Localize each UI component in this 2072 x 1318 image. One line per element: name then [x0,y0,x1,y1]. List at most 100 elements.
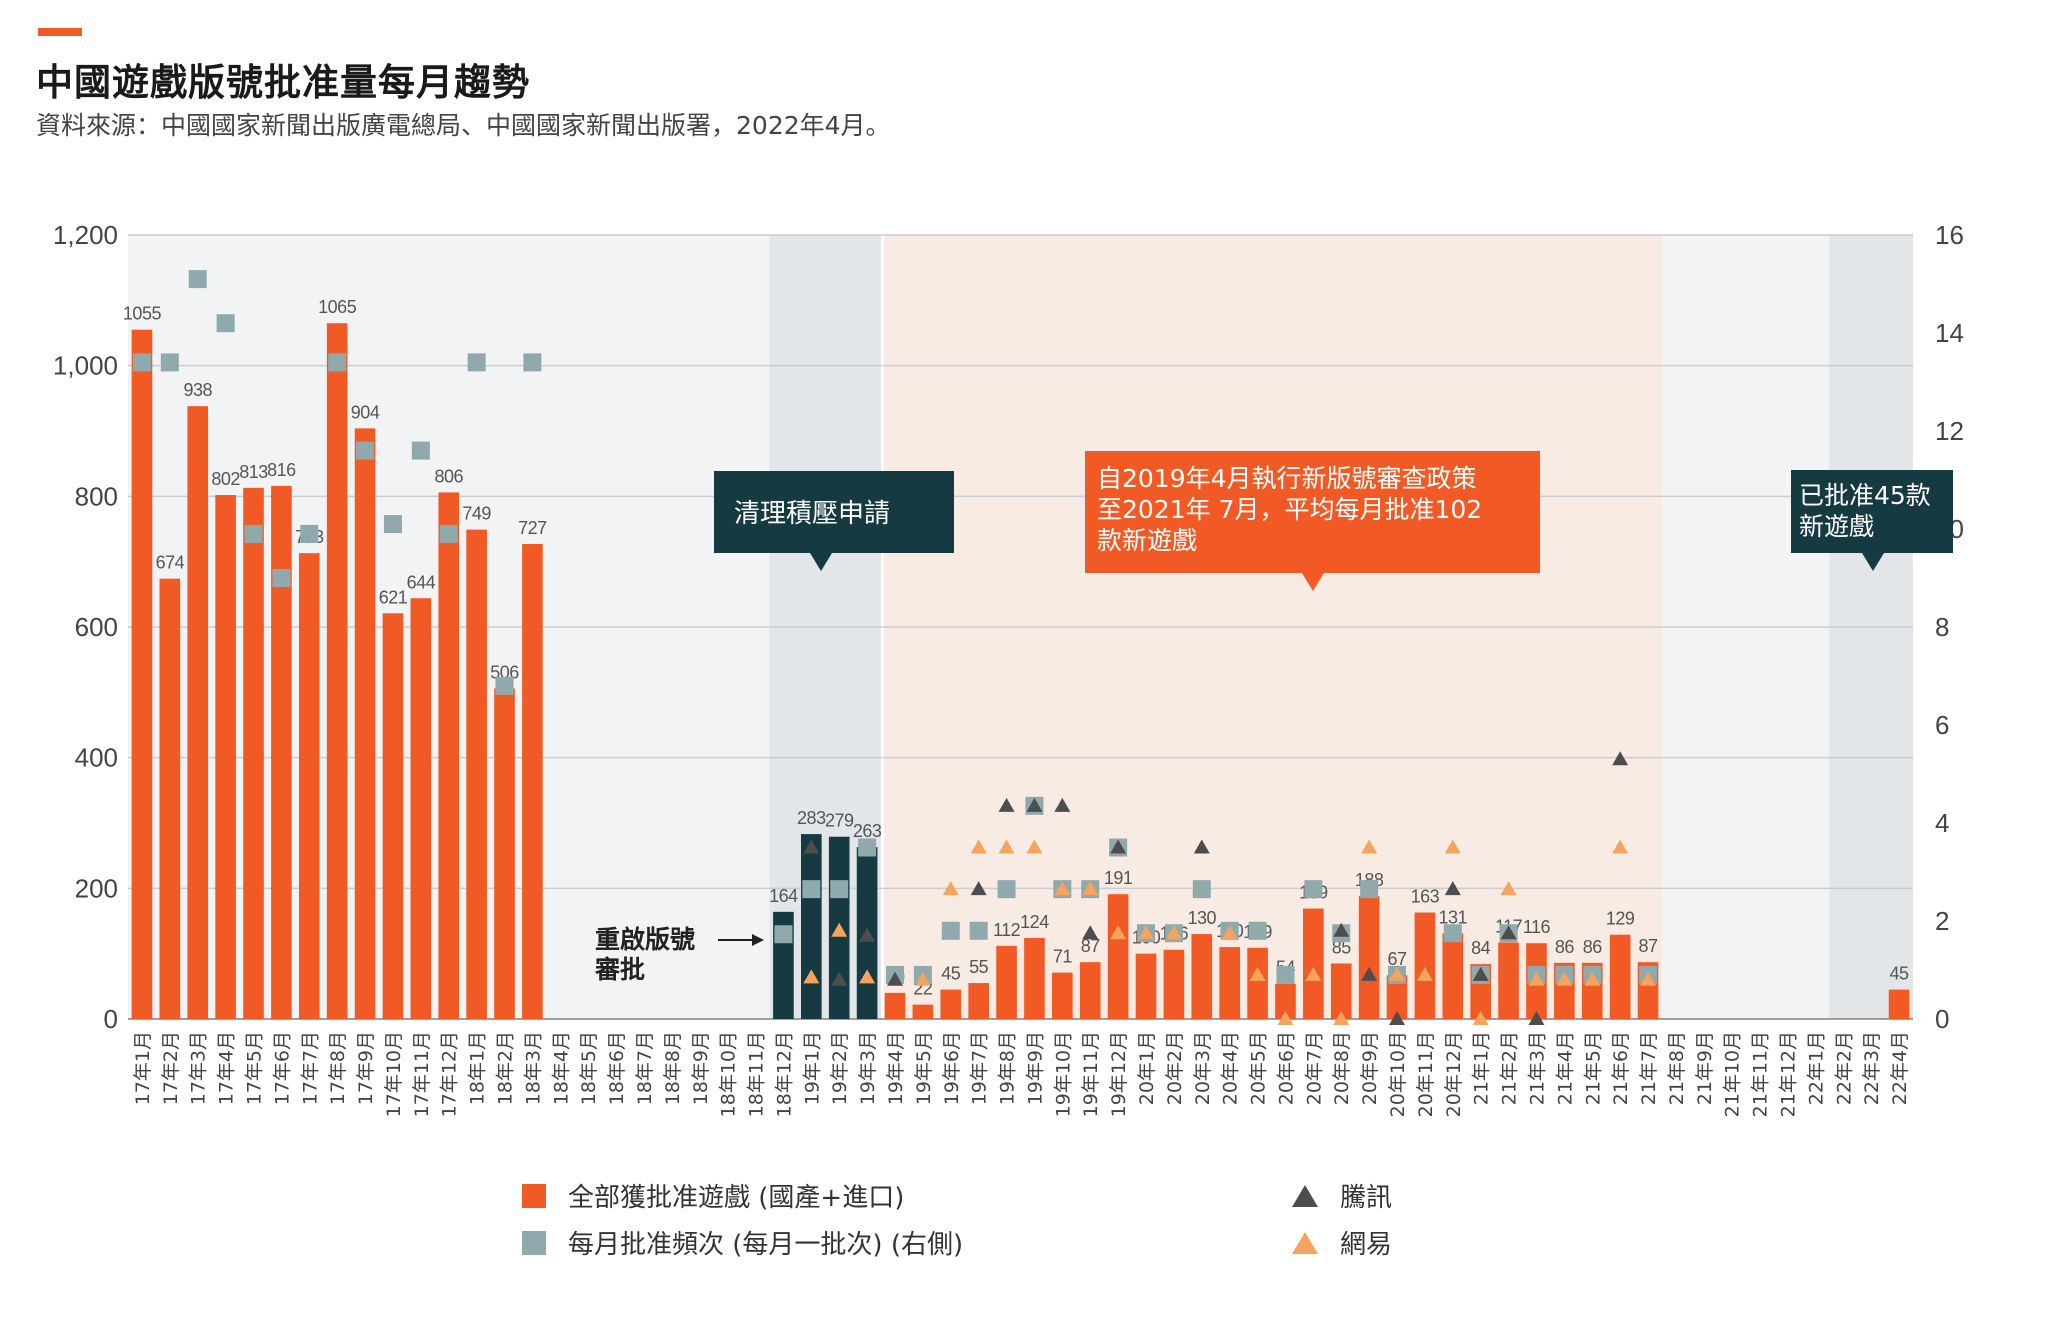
legend-tencent-label: 騰訊 [1340,1183,1393,1213]
x-axis-tick-label: 21年2月 [1499,1031,1521,1105]
x-axis-tick-label: 20年10月 [1387,1031,1409,1117]
bar-value-label: 71 [1053,947,1073,967]
right-axis-tick-label: 4 [1935,808,1949,838]
tencent-triangle-19年12月 [1110,839,1127,854]
tencent-triangle-21年2月 [1500,925,1517,940]
x-axis-tick-label: 17年9月 [355,1031,377,1105]
x-axis-tick-label: 17年4月 [216,1031,238,1105]
legend-batches: 每月批准頻次 (每月一批次) (右側) [522,1224,963,1261]
x-axis-tick-label: 18年5月 [578,1031,600,1105]
bar-19年7月 [968,983,989,1019]
bar-value-label: 727 [518,518,547,538]
x-axis-tick-label: 17年7月 [299,1031,321,1105]
netease-triangle-21年2月 [1500,881,1517,896]
bar-19年11月 [1079,962,1101,1019]
bar-17年6月 [271,485,292,1019]
bar-value-label: 116 [1523,917,1551,937]
x-axis-tick-label: 17年11月 [411,1031,433,1117]
netease-triangle-19年2月 [831,922,848,937]
right-axis-tick-label: 0 [1935,1004,1949,1034]
x-axis-tick-label: 21年6月 [1610,1031,1632,1105]
tencent-triangle-20年9月 [1361,966,1378,981]
netease-triangle-21年7月 [1640,971,1657,986]
bar-17年3月 [187,406,209,1019]
annotation-policy-line2: 至2021年 7月，平均每月批准102 [1097,495,1482,524]
netease-triangle-21年4月 [1556,971,1573,986]
legend-tencent: 騰訊 [1292,1177,1392,1214]
x-axis-tick-label: 21年9月 [1694,1031,1716,1105]
x-axis-tick-label: 20年1月 [1136,1031,1158,1105]
tencent-triangle-20年3月 [1193,839,1210,854]
bar-value-label: 45 [1890,964,1910,984]
annotation-approved-line1: 已批准45款 [1799,481,1931,510]
netease-triangle-20年5月 [1249,966,1266,981]
bar-value-label: 283 [797,808,826,828]
netease-triangle-19年9月 [1026,839,1043,854]
right-axis-tick-label: 16 [1935,220,1964,250]
batch-square-17年1月 [132,353,151,372]
bar-19年1月 [801,834,822,1019]
batch-square-19年8月 [997,880,1016,899]
legend-netease-triangle [1292,1231,1318,1254]
batch-square-17年10月 [383,515,402,534]
left-axis-tick-label: 400 [75,743,118,773]
batch-square-17年9月 [356,441,375,460]
tencent-triangle-20年10月 [1389,1011,1406,1025]
x-axis-tick-label: 20年2月 [1164,1031,1186,1105]
annotation-approved-line2: 新遊戲 [1799,512,1874,541]
bar-20年9月 [1358,896,1380,1019]
tencent-triangle-19年9月 [1026,797,1043,812]
bar-value-label: 938 [183,380,212,400]
x-axis-tick-label: 20年4月 [1220,1031,1242,1105]
bar-20年1月 [1135,953,1157,1019]
bar-value-label: 644 [407,572,436,592]
x-axis-tick-label: 17年10月 [383,1031,405,1117]
x-axis-tick-label: 19年8月 [997,1031,1019,1105]
annotation-backlog-pointer [810,553,832,571]
netease-triangle-21年1月 [1472,1011,1489,1025]
netease-triangle-19年1月 [803,969,820,984]
x-axis-tick-label: 20年7月 [1303,1031,1325,1105]
batch-square-20年5月 [1248,921,1267,940]
netease-triangle-20年9月 [1361,839,1378,854]
x-axis-tick-label: 20年12月 [1443,1031,1465,1117]
bar-20年8月 [1330,963,1352,1019]
bar-20年10月 [1386,975,1408,1019]
x-axis-tick-label: 20年11月 [1415,1031,1437,1117]
right-axis-tick-label: 2 [1935,906,1949,936]
netease-triangle-20年1月 [1138,925,1155,940]
left-axis-tick-label: 600 [75,612,118,642]
x-axis-tick-label: 19年6月 [941,1031,963,1105]
x-axis-tick-label: 20年6月 [1275,1031,1297,1105]
netease-triangle-20年8月 [1333,1011,1350,1025]
bar-17年4月 [215,495,236,1019]
x-axis-tick-label: 17年8月 [327,1031,349,1105]
netease-triangle-19年8月 [998,839,1015,854]
netease-triangle-21年5月 [1584,971,1601,986]
annotation-backlog-text: 清理積壓申請 [734,499,890,529]
x-axis-tick-label: 19年12月 [1108,1031,1130,1117]
tencent-triangle-19年1月 [803,839,820,854]
batch-square-19年6月 [941,921,960,940]
x-axis-tick-label: 21年4月 [1554,1031,1576,1105]
x-axis-tick-label: 20年8月 [1331,1031,1353,1105]
batch-square-17年3月 [188,270,207,289]
bar-value-label: 749 [462,504,491,524]
bar-19年10月 [1052,972,1073,1019]
batch-square-20年7月 [1304,880,1323,899]
bar-18年1月 [466,529,487,1019]
tencent-triangle-21年6月 [1612,751,1629,766]
bar-value-label: 163 [1411,887,1440,907]
x-axis-tick-label: 17年1月 [132,1031,154,1105]
legend-all-games-label: 全部獲批准遊戲 (國產+進口) [568,1183,905,1213]
annotation-restart-arrowhead [752,934,764,946]
bar-17年1月 [131,329,153,1019]
bar-17年10月 [382,613,404,1019]
bar-value-label: 164 [769,886,798,906]
batch-square-20年6月 [1276,965,1295,984]
x-axis-tick-label: 21年8月 [1666,1031,1688,1105]
bar-19年9月 [1024,937,1045,1019]
x-axis-tick-label: 21年12月 [1777,1031,1799,1117]
netease-triangle-19年3月 [859,969,876,984]
